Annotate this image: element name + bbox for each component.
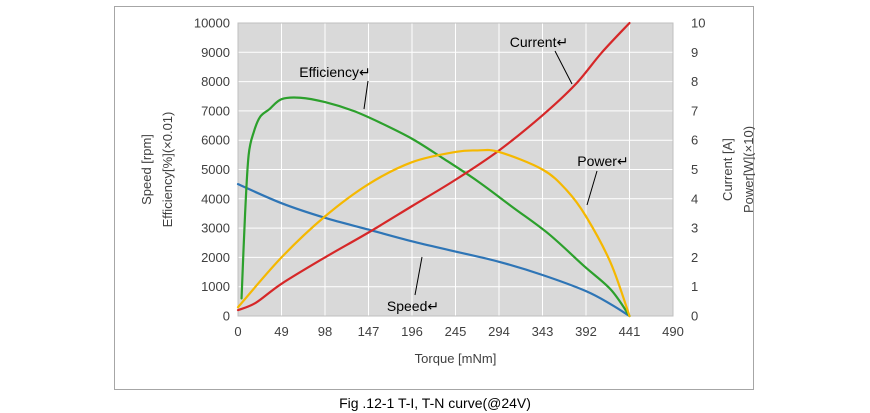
x-axis-title: Torque [mNm] [415, 351, 497, 366]
series-line-current [236, 21, 631, 312]
x-tick-label: 441 [619, 324, 641, 339]
y-left-tick-label: 7000 [201, 103, 230, 118]
x-tick-label: 147 [358, 324, 380, 339]
annotation-label-speed: Speed↵ [387, 298, 439, 314]
y-right-axis-title: Current [A] [720, 138, 735, 201]
annotation-label-current: Current↵ [510, 34, 568, 50]
annotation-leader-efficiency [363, 80, 369, 110]
y-right-axis-title-2: Power[W](×10) [741, 126, 755, 213]
y-left-tick-label: 3000 [201, 221, 230, 236]
chart-svg: 0 49 98 147 196 245 294 343 392 441 49001000200030… [139, 16, 755, 367]
y-right-tick-label: 5 [691, 162, 698, 177]
x-tick-label: 196 [401, 324, 423, 339]
y-left-axis-title: Speed [rpm] [139, 134, 154, 205]
y-left-axis-title-2: Efficiency[%](×0.01) [160, 112, 175, 228]
y-left-tick-label: 6000 [201, 133, 230, 148]
annotation-leader-speed [414, 256, 423, 296]
x-tick-label: 98 [318, 324, 332, 339]
y-left-tick-label: 5000 [201, 162, 230, 177]
y-right-tick-label: 9 [691, 45, 698, 60]
y-left-tick-label: 1000 [201, 279, 230, 294]
annotation-leader-current [554, 50, 573, 85]
x-tick-label: 245 [445, 324, 467, 339]
x-tick-label: 49 [274, 324, 288, 339]
y-right-tick-label: 0 [691, 309, 698, 324]
y-left-tick-label: 4000 [201, 191, 230, 206]
y-right-tick-label: 2 [691, 250, 698, 265]
y-right-tick-label: 4 [691, 191, 698, 206]
y-left-tick-label: 8000 [201, 74, 230, 89]
x-tick-label: 0 [234, 324, 241, 339]
x-tick-label: 343 [532, 324, 554, 339]
y-left-tick-label: 2000 [201, 250, 230, 265]
y-right-tick-label: 7 [691, 103, 698, 118]
annotation-leader-power [586, 170, 598, 206]
x-tick-label: 490 [662, 324, 684, 339]
y-left-tick-label: 0 [223, 309, 230, 324]
y-right-tick-label: 8 [691, 74, 698, 89]
y-left-tick-label: 9000 [201, 45, 230, 60]
x-tick-label: 294 [488, 324, 510, 339]
y-right-tick-label: 3 [691, 221, 698, 236]
figure-caption: Fig .12-1 T-I, T-N curve(@24V) [339, 395, 531, 411]
series-line-power [236, 148, 631, 318]
series-line-speed [236, 183, 631, 318]
chart-frame: 0 49 98 147 196 245 294 343 392 441 490 0 1000 2000 30… [114, 6, 755, 390]
annotation-label-power: Power↵ [577, 153, 628, 169]
annotation-label-efficiency: Efficiency↵ [299, 64, 370, 80]
y-right-tick-label: 6 [691, 133, 698, 148]
y-left-tick-label: 10000 [194, 16, 230, 31]
y-right-tick-label: 1 [691, 279, 698, 294]
plot-border [237, 22, 674, 317]
x-tick-label: 392 [575, 324, 597, 339]
series-line-efficiency [240, 96, 631, 318]
y-right-tick-label: 10 [691, 16, 705, 31]
